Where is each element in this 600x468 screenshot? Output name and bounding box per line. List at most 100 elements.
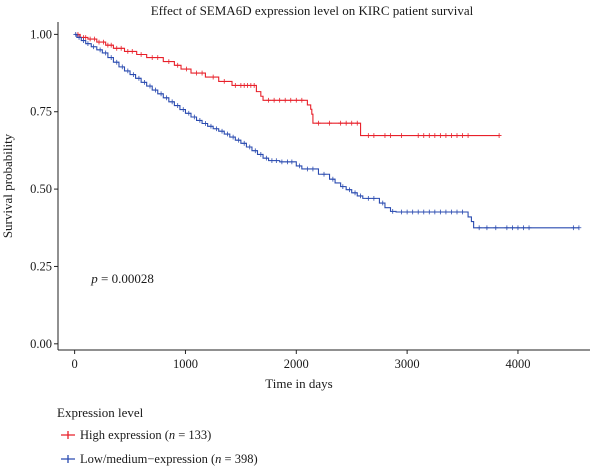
plot-area: 0.00 0.25 0.50 0.75 1.00 0 1000 2000 3000 4000 p =… <box>30 22 590 371</box>
censor-mark <box>340 184 346 190</box>
censor-mark <box>219 128 225 134</box>
censor-mark <box>576 225 582 231</box>
censor-mark <box>399 209 404 215</box>
censor-mark <box>197 118 203 123</box>
legend-label: Low/medium−expression (n = 398) <box>80 452 258 466</box>
censor-mark <box>380 200 386 206</box>
censor-mark <box>388 133 393 138</box>
censor-mark <box>125 68 131 74</box>
censor-mark <box>449 133 454 138</box>
legend-label-prefix: Low/medium−expression ( <box>80 452 215 466</box>
legend-entry: Low/medium−expression (n = 398) <box>61 452 258 466</box>
p-value-text: = 0.00028 <box>98 271 154 286</box>
y-tick-label: 0.50 <box>30 182 52 196</box>
censor-mark <box>504 225 510 231</box>
y-tick-label: 0.75 <box>30 105 52 119</box>
censor-mark <box>327 120 332 126</box>
legend-entry: High expression (n = 133) <box>61 428 211 442</box>
censor-mark <box>421 133 427 138</box>
censor-mark <box>130 72 136 78</box>
censor-mark <box>271 97 277 103</box>
censor-mark <box>91 44 96 50</box>
p-value-annotation: p = 0.00028 <box>90 271 154 286</box>
censor-mark <box>221 79 227 84</box>
censor-mark <box>338 120 344 126</box>
survival-curve-high <box>74 33 500 137</box>
censor-mark <box>437 209 443 215</box>
censor-mark <box>87 36 93 42</box>
censor-mark <box>526 225 532 231</box>
chart-title: Effect of SEMA6D expression level on KIR… <box>151 3 474 18</box>
censor-mark <box>103 50 109 56</box>
censor-mark <box>73 31 79 37</box>
censor-mark <box>316 120 321 126</box>
censor-mark <box>371 195 377 201</box>
censor-mark <box>330 176 336 182</box>
y-tick-label: 0.25 <box>30 259 52 273</box>
censor-mark <box>465 133 471 138</box>
censor-mark <box>129 48 135 54</box>
censor-mark <box>175 103 181 108</box>
censor-mark <box>297 163 303 169</box>
censor-mark <box>136 75 142 81</box>
censor-mark <box>81 38 86 43</box>
censor-mark <box>454 133 460 138</box>
legend-key <box>61 455 75 463</box>
censor-mark <box>210 74 216 80</box>
censor-mark <box>347 187 352 193</box>
censor-mark <box>421 209 427 215</box>
censor-mark <box>282 97 288 103</box>
censor-mark <box>273 158 279 164</box>
censor-mark <box>299 97 305 103</box>
censor-mark <box>263 155 269 161</box>
censor-mark <box>349 120 355 126</box>
censor-mark <box>496 133 502 138</box>
censor-mark <box>443 133 449 138</box>
censor-mark <box>310 166 316 172</box>
censor-mark <box>184 66 189 72</box>
censor-mark <box>138 52 144 57</box>
x-tick-label: 2000 <box>284 357 309 371</box>
p-value-symbol: p <box>90 271 98 286</box>
censor-mark <box>108 55 114 60</box>
censor-mark <box>365 195 371 201</box>
censor-mark <box>437 133 443 138</box>
censor-mark <box>230 134 236 140</box>
censor-mark <box>191 114 197 120</box>
censor-mark <box>252 148 258 154</box>
censor-mark <box>142 79 147 85</box>
censor-mark <box>166 59 172 65</box>
censor-mark <box>203 121 208 126</box>
censor-mark <box>426 133 432 138</box>
legend: Expression level High expression (n = 13… <box>57 405 258 466</box>
censor-mark <box>97 47 103 53</box>
legend-label-suffix: = 133) <box>175 428 211 442</box>
y-tick-label: 1.00 <box>30 27 52 41</box>
censor-mark <box>415 209 421 215</box>
censor-mark <box>352 190 358 196</box>
censor-mark <box>404 209 410 215</box>
censor-mark <box>510 225 515 231</box>
legend-label-n_label: n <box>215 452 221 466</box>
x-tick-label: 0 <box>72 357 78 371</box>
censor-mark <box>125 48 131 54</box>
legend-title: Expression level <box>57 405 144 420</box>
censor-mark <box>236 137 242 143</box>
censor-mark <box>225 131 230 137</box>
censor-mark <box>199 70 205 76</box>
x-axis-title: Time in days <box>265 376 332 391</box>
censor-mark <box>114 45 120 51</box>
censor-mark <box>460 209 465 215</box>
censor-mark <box>83 35 89 40</box>
censor-mark <box>399 133 404 138</box>
censor-mark <box>149 55 155 60</box>
censor-mark <box>153 87 158 93</box>
censor-mark <box>76 35 82 40</box>
censor-mark <box>258 152 264 157</box>
censor-mark <box>147 83 153 89</box>
x-tick-label: 3000 <box>395 357 420 371</box>
censor-mark <box>289 159 295 165</box>
censor-mark <box>279 159 285 165</box>
censor-mark <box>247 144 253 150</box>
